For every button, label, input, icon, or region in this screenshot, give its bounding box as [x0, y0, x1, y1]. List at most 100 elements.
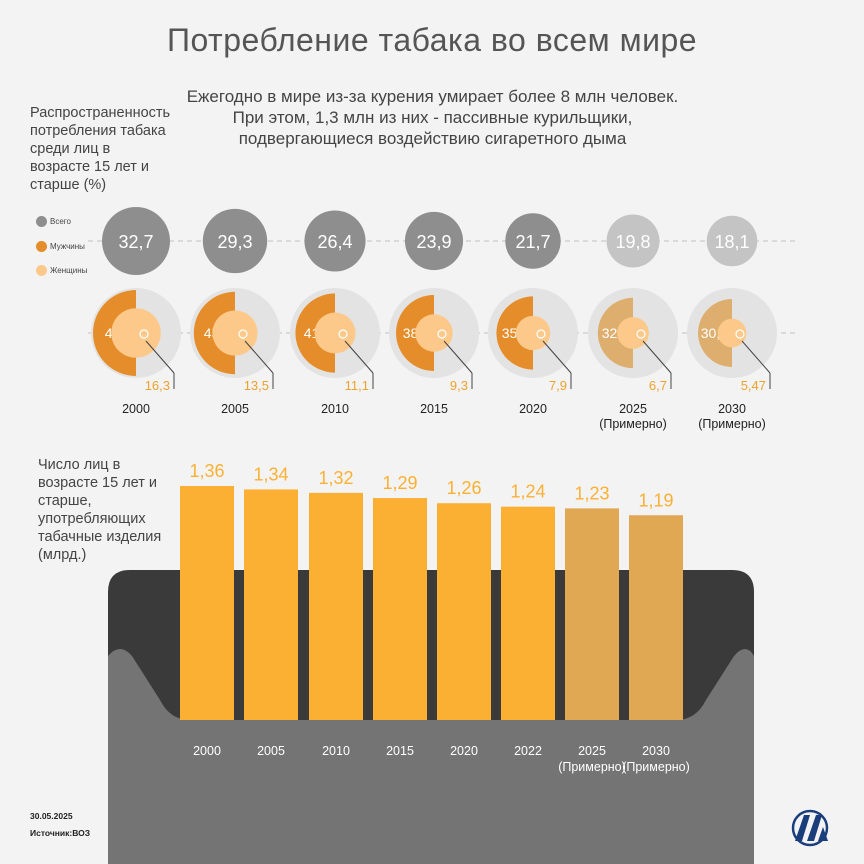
leader-line	[344, 340, 374, 374]
women-value-label: 16,3	[145, 378, 170, 393]
subtitle: Ежегодно в мире из-за курения умирает бо…	[160, 86, 705, 149]
year-note-label: (Примерно)	[698, 417, 766, 431]
bar	[244, 489, 298, 720]
legend-dot-icon	[36, 216, 47, 227]
women-value-label: 6,7	[649, 378, 667, 393]
men-half-bubble	[396, 294, 434, 372]
year-tick-label: 2015	[420, 402, 448, 416]
total-bubble	[304, 210, 366, 272]
total-value-label: 18,1	[714, 232, 749, 252]
women-value-label: 5,47	[741, 378, 766, 393]
bar-value-label: 1,29	[382, 473, 417, 493]
chart-title-line: возрасте 15 лет и	[38, 475, 158, 491]
subtitle-line: При этом, 1,3 млн из них - пассивные кур…	[232, 108, 633, 127]
bar-value-label: 1,23	[574, 483, 609, 503]
bar-value-label: 1,19	[638, 490, 673, 510]
publish-date: 30.05.2025	[30, 811, 73, 821]
aa-logo-icon	[807, 815, 822, 841]
women-marker	[338, 329, 348, 339]
women-bubble	[515, 315, 551, 351]
year-tick-label: 2005	[257, 744, 285, 758]
legend-dot-icon	[36, 265, 47, 276]
bar-chart-title: Число лиц в возрасте 15 лет и старше, уп…	[38, 456, 161, 564]
men-half-bubble	[496, 296, 533, 370]
chart-title-line: Число лиц в	[38, 457, 121, 473]
year-tick-label: 2025	[578, 744, 606, 758]
chart-title-line: потребления табака	[30, 123, 166, 139]
bar	[565, 508, 619, 720]
year-tick-label: 2030	[642, 744, 670, 758]
bar-value-label: 1,36	[189, 461, 224, 481]
year-tick-label: 2022	[514, 744, 542, 758]
year-tick-label: 2005	[221, 402, 249, 416]
tray-front	[108, 649, 754, 864]
women-bubble	[617, 317, 649, 349]
leader-line	[244, 340, 274, 374]
legend-label: Всего	[50, 217, 71, 226]
year-tick-label: 2010	[322, 744, 350, 758]
subtitle-line: Ежегодно в мире из-за курения умирает бо…	[186, 87, 679, 106]
women-marker	[735, 329, 745, 339]
total-value-label: 32,7	[118, 232, 153, 252]
leader-line	[642, 340, 672, 374]
year-tick-label: 2000	[122, 402, 150, 416]
year-tick-label: 2020	[519, 402, 547, 416]
total-value-label: 19,8	[615, 232, 650, 252]
women-marker	[636, 329, 646, 339]
chart-title-line: возрасте 15 лет и	[30, 159, 150, 175]
women-bubble	[717, 318, 747, 348]
chart-title-line: Распространенность	[30, 105, 171, 121]
leader-line	[542, 340, 572, 374]
page-title: Потребление табака во всем мире	[166, 22, 698, 58]
chart-title-line: среди лиц в	[30, 141, 111, 157]
total-value-label: 26,4	[317, 232, 352, 252]
chart-title-line: старше (%)	[30, 177, 107, 193]
women-marker	[437, 329, 447, 339]
women-value-label: 7,9	[549, 378, 567, 393]
year-note-label: (Примерно)	[622, 760, 690, 774]
year-tick-label: 2000	[193, 744, 221, 758]
bar-value-label: 1,32	[318, 468, 353, 488]
women-value-label: 11,1	[345, 378, 369, 393]
total-bubble	[505, 213, 561, 269]
aa-logo-icon	[795, 815, 810, 841]
men-half-bubble	[597, 297, 633, 369]
source-label: Источник:ВОЗ	[30, 828, 91, 838]
aa-logo-icon	[791, 809, 829, 847]
leader-line	[145, 340, 175, 374]
total-bubble	[404, 211, 464, 271]
bar-value-label: 1,24	[510, 482, 545, 502]
year-tick-label: 2015	[386, 744, 414, 758]
total-value-label: 29,3	[217, 232, 252, 252]
prevalence-chart-title: Распространенность потребления табака ср…	[30, 104, 170, 194]
total-bubble	[202, 208, 268, 274]
bar	[501, 506, 555, 720]
women-value-label: 13,5	[244, 378, 269, 393]
men-half-bubble	[698, 299, 732, 367]
total-value-label: 21,7	[515, 232, 550, 252]
chart-title-line: (млрд.)	[38, 547, 87, 563]
year-note-label: (Примерно)	[599, 417, 667, 431]
women-bubble	[314, 312, 356, 354]
year-tick-label: 2020	[450, 744, 478, 758]
chart-title-line: старше,	[38, 493, 92, 509]
legend-label: Мужчины	[50, 242, 85, 251]
legend-dot-icon	[36, 241, 47, 252]
total-bubble	[102, 207, 170, 275]
women-marker	[238, 329, 248, 339]
subtitle-line: подвергающиеся воздействию сигаретного д…	[238, 129, 627, 148]
legend-label: Женщины	[50, 266, 88, 275]
total-bubble	[706, 215, 758, 267]
women-bubble	[212, 310, 258, 356]
total-bubble	[606, 214, 660, 268]
bar-value-label: 1,34	[253, 464, 288, 484]
women-bubble	[415, 314, 453, 352]
bar	[180, 486, 234, 720]
women-value-label: 9,3	[450, 378, 468, 393]
chart-title-line: табачные изделия	[38, 529, 162, 545]
women-marker	[536, 329, 546, 339]
bar	[309, 492, 363, 720]
year-note-label: (Примерно)	[558, 760, 626, 774]
chart-title-line: употребляющих	[38, 511, 146, 527]
